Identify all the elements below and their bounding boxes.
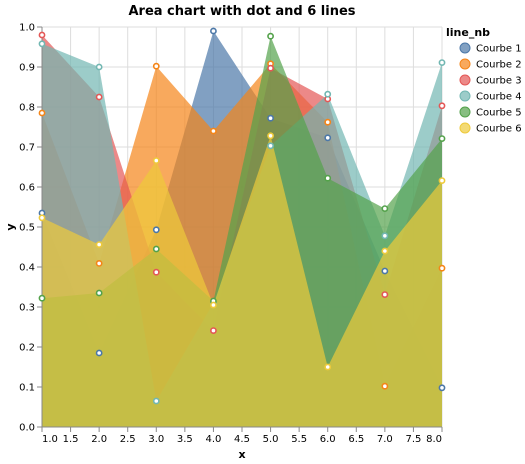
data-point xyxy=(152,245,160,253)
y-tick-label: 0.4 xyxy=(19,263,35,274)
x-tick-label: 5.0 xyxy=(263,434,279,445)
data-point xyxy=(381,232,389,240)
x-tick-label: 2.0 xyxy=(91,434,107,445)
data-point xyxy=(381,291,389,298)
y-tick-label: 0.0 xyxy=(19,423,35,434)
data-point xyxy=(381,247,389,255)
legend-swatch xyxy=(459,42,471,54)
data-point xyxy=(381,382,389,390)
legend-swatch xyxy=(459,122,471,134)
data-point xyxy=(381,205,389,212)
data-point xyxy=(267,132,274,140)
data-point xyxy=(210,327,217,334)
data-point xyxy=(267,114,274,122)
data-point xyxy=(210,27,217,35)
x-tick-label: 6.0 xyxy=(320,434,336,445)
legend-label: Courbe 4 xyxy=(476,92,522,103)
x-axis-title: x xyxy=(238,448,245,461)
data-point xyxy=(324,134,332,142)
legend-swatch xyxy=(459,74,471,86)
data-point xyxy=(152,62,160,70)
area-layer xyxy=(42,31,442,428)
legend: line_nb Courbe 1 Courbe 2 Courbe 3 Courbe 4… xyxy=(446,26,522,135)
data-point xyxy=(210,127,217,135)
y-tick-label: 0.7 xyxy=(19,143,35,154)
y-tick-label: 1.0 xyxy=(19,23,35,34)
x-tick-label: 4.5 xyxy=(234,434,250,445)
y-tick-label: 0.2 xyxy=(19,343,35,354)
data-point xyxy=(438,384,446,392)
data-point xyxy=(324,118,332,126)
data-point xyxy=(267,142,274,150)
y-tick-label: 0.8 xyxy=(19,103,35,114)
x-tick-label: 2.5 xyxy=(120,434,136,445)
legend-label: Courbe 5 xyxy=(476,108,522,119)
data-point xyxy=(438,135,446,142)
legend-label: Courbe 2 xyxy=(476,60,522,71)
area-courbe-6 xyxy=(42,135,442,428)
data-point xyxy=(438,177,446,184)
data-point xyxy=(152,157,160,164)
y-axis-title: y xyxy=(4,223,17,230)
data-point xyxy=(210,301,217,309)
data-point xyxy=(324,174,332,182)
data-point xyxy=(95,259,103,267)
legend-swatch xyxy=(459,90,471,102)
data-point xyxy=(95,349,103,357)
legend-label: Courbe 1 xyxy=(476,44,522,55)
data-point xyxy=(152,268,160,276)
dot-layer xyxy=(38,27,446,405)
data-point xyxy=(95,93,103,101)
data-point xyxy=(438,264,446,272)
data-point xyxy=(381,267,389,275)
y-tick-label: 0.9 xyxy=(19,63,35,74)
data-point xyxy=(95,289,103,297)
x-tick-label: 5.5 xyxy=(291,434,307,445)
data-point xyxy=(267,64,274,72)
data-point xyxy=(95,241,103,248)
data-point xyxy=(438,59,446,66)
data-point xyxy=(38,31,46,39)
data-point xyxy=(152,397,160,405)
legend-swatch xyxy=(459,58,471,70)
data-point xyxy=(38,109,46,117)
x-tick-label: 8.0 xyxy=(426,434,442,445)
x-tick-label: 1.0 xyxy=(42,434,58,445)
legend-label: Courbe 3 xyxy=(476,76,522,87)
x-tick-label: 1.5 xyxy=(63,434,79,445)
data-point xyxy=(38,214,46,222)
data-point xyxy=(438,102,446,110)
data-point xyxy=(324,363,332,371)
data-point xyxy=(152,226,160,234)
y-tick-label: 0.5 xyxy=(19,223,35,234)
chart-title: Area chart with dot and 6 lines xyxy=(128,4,355,19)
axes: 1.0 1.5 2.0 2.5 3.0 3.5 4.0 4.5 5.0 5.5 6.0 6.5 7.0 7… xyxy=(19,23,443,445)
data-point xyxy=(267,32,274,40)
x-tick-label: 3.0 xyxy=(148,434,164,445)
x-tick-label: 7.5 xyxy=(405,434,421,445)
x-tick-label: 7.0 xyxy=(377,434,393,445)
legend-swatch xyxy=(459,106,471,118)
x-tick-label: 6.5 xyxy=(348,434,364,445)
x-tick-label: 3.5 xyxy=(177,434,193,445)
data-point xyxy=(324,90,332,98)
data-point xyxy=(95,63,103,71)
data-point xyxy=(38,294,46,302)
data-point xyxy=(38,40,46,48)
legend-label: Courbe 6 xyxy=(476,124,522,135)
legend-title: line_nb xyxy=(446,26,490,39)
y-tick-label: 0.6 xyxy=(19,183,35,194)
y-tick-label: 0.1 xyxy=(19,383,35,394)
y-tick-label: 0.3 xyxy=(19,303,35,314)
x-tick-label: 4.0 xyxy=(205,434,221,445)
